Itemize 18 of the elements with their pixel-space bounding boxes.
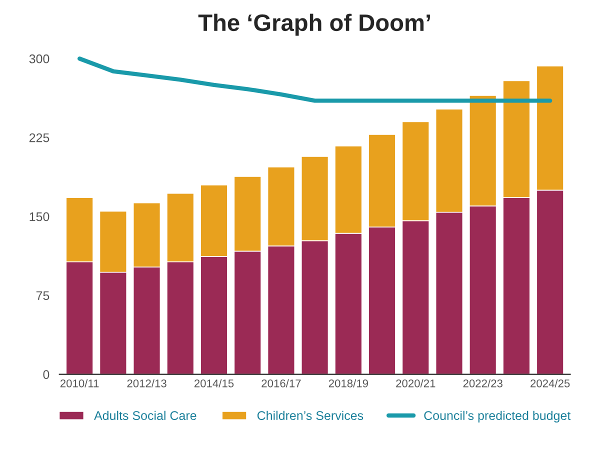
line-series [77, 56, 552, 103]
legend-label: Adults Social Care [94, 410, 196, 420]
x-tick-label: 2018/19 [328, 379, 368, 388]
x-tick-label: 2022/23 [463, 379, 502, 388]
x-tick-label: 2014/15 [194, 379, 234, 388]
x-tick-label: 2020/21 [396, 379, 436, 388]
legend-label: Council’s predicted budget [424, 410, 571, 422]
y-tick-label: 150 [30, 212, 50, 222]
y-tick-label: 75 [36, 291, 50, 300]
x-tick-label: 2012/13 [127, 379, 166, 388]
x-tick-label: 2016/17 [262, 379, 301, 388]
y-tick-label: 0 [43, 370, 50, 379]
x-tick-label: 2024/25 [530, 379, 570, 388]
y-tick-label: 300 [29, 54, 50, 64]
legend-label: Children’s Services [257, 410, 364, 420]
chart-title: The ‘Graph of Doom’ [198, 14, 430, 36]
x-tick-label: 2010/11 [60, 379, 99, 388]
y-tick-label: 225 [29, 133, 50, 142]
